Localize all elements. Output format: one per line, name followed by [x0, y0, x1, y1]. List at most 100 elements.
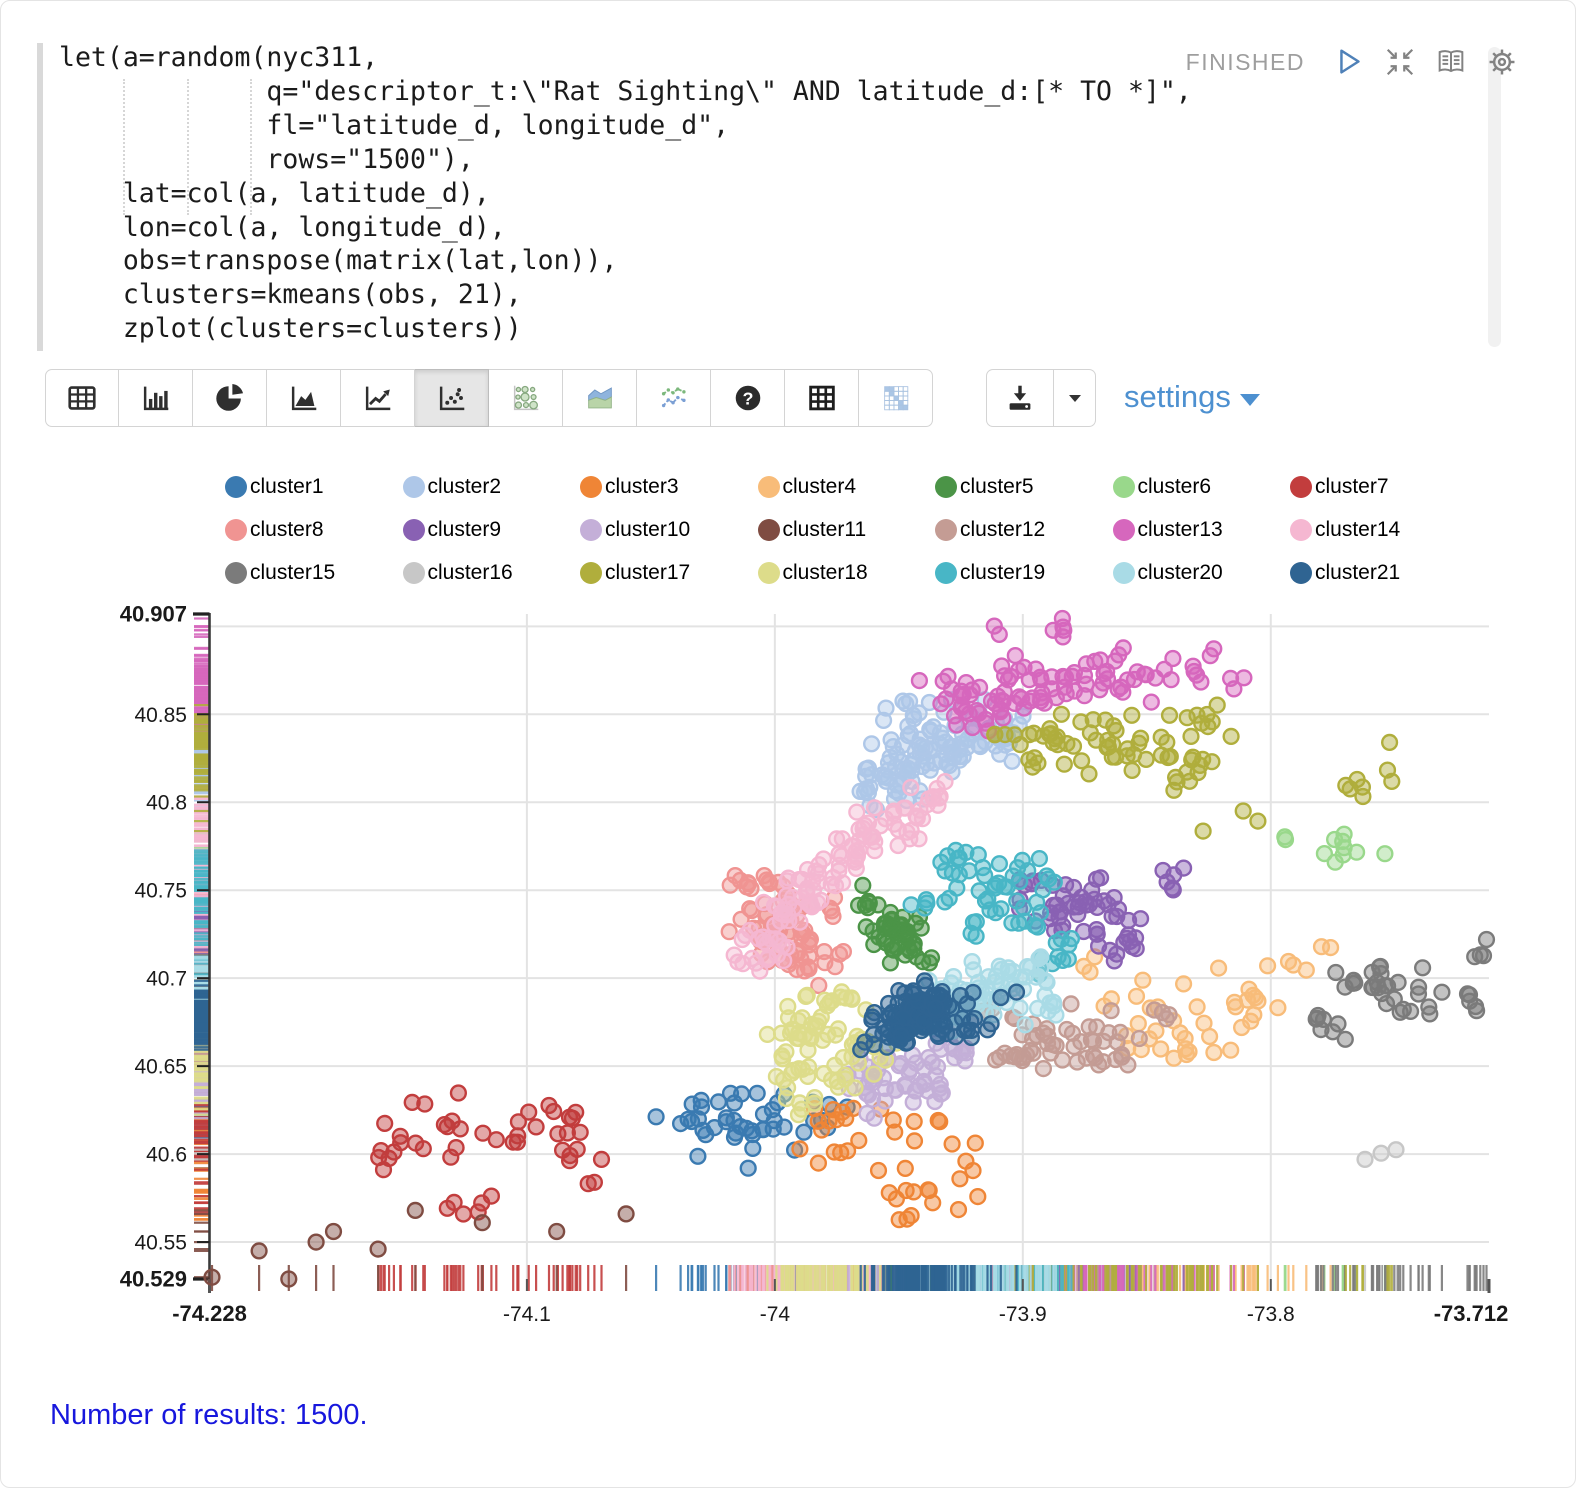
- y-tick-label: 40.6: [146, 1144, 187, 1167]
- legend-swatch: [1112, 561, 1135, 584]
- legend-label: cluster3: [605, 474, 679, 498]
- code-line: zplot(clusters=clusters)): [59, 313, 522, 345]
- legend-label: cluster13: [1137, 517, 1223, 541]
- download-group: [986, 369, 1096, 427]
- legend-label: cluster18: [782, 560, 868, 584]
- code-editor[interactable]: let(a=random(nyc311, q="descriptor_t:\"R…: [1, 1, 1576, 361]
- series-cluster5: [849, 876, 941, 972]
- y-tick-label: 40.529: [120, 1267, 187, 1292]
- y-tick-label: 40.55: [134, 1232, 187, 1255]
- chart-type-toolbar: ?: [45, 369, 933, 427]
- chart-type-scatter-button[interactable]: [415, 369, 489, 427]
- show-editor-button[interactable]: [1434, 45, 1468, 79]
- code-line: q="descriptor_t:\"Rat Sighting\" AND lat…: [59, 75, 1192, 107]
- area-chart-icon: [291, 386, 316, 411]
- legend-swatch: [402, 518, 425, 541]
- legend-item-cluster1: cluster1: [225, 475, 403, 499]
- legend-item-cluster6: cluster6: [1112, 474, 1291, 499]
- run-paragraph-button[interactable]: [1332, 45, 1366, 79]
- caret-down-icon: [1068, 395, 1081, 402]
- y-tick-label: 40.85: [134, 704, 187, 727]
- chart-type-area-button[interactable]: [267, 369, 341, 427]
- chart-type-pie-button[interactable]: [193, 369, 267, 427]
- series-cluster9: [1010, 859, 1193, 970]
- chart-type-grid-button[interactable]: [785, 369, 859, 427]
- legend-item-cluster20: cluster20: [1112, 561, 1291, 585]
- legend-item-cluster21: cluster21: [1290, 561, 1468, 585]
- series-cluster17: [986, 696, 1401, 840]
- legend-item-cluster4: cluster4: [757, 474, 936, 499]
- legend-label: cluster4: [782, 474, 857, 498]
- code-line: lat=col(a, latitude_d),: [59, 177, 490, 209]
- download-options-button[interactable]: [1054, 369, 1096, 427]
- legend-label: cluster7: [1315, 474, 1389, 498]
- series-cluster1: [647, 1084, 856, 1177]
- legend-item-cluster15: cluster15: [225, 561, 403, 585]
- legend-label: cluster10: [605, 517, 691, 541]
- scatter-plot-canvas: 40.907 40.85 40.8 40.75 40.7 40.65 40.6 40.55 40…: [120, 602, 1509, 1327]
- paragraph-settings-button[interactable]: [1485, 45, 1519, 79]
- chart-type-table-button[interactable]: [45, 369, 119, 427]
- heatmap-chart-icon: [883, 386, 908, 411]
- legend-item-cluster13: cluster13: [1112, 517, 1291, 542]
- series-cluster13: [910, 609, 1253, 740]
- chart-type-multi-line-button[interactable]: [637, 369, 711, 427]
- legend-label: cluster21: [1315, 560, 1401, 584]
- y-tick-label: 40.7: [146, 968, 187, 991]
- series-cluster12: [973, 995, 1178, 1078]
- settings-link[interactable]: settings: [1124, 379, 1260, 415]
- download-button[interactable]: [986, 369, 1054, 427]
- book-icon: [1438, 50, 1464, 73]
- legend-item-cluster5: cluster5: [935, 475, 1113, 499]
- series-cluster3: [791, 1099, 987, 1229]
- help-chart-icon: ?: [735, 385, 760, 411]
- legend-swatch: [935, 561, 957, 584]
- legend-label: cluster6: [1137, 474, 1212, 498]
- x-tick-label: -74.228: [172, 1301, 247, 1326]
- line-chart-icon: [365, 386, 390, 411]
- legend-item-cluster18: cluster18: [757, 560, 936, 585]
- code-line: clusters=kmeans(obs, 21),: [59, 279, 522, 311]
- table-chart-icon: [68, 386, 96, 410]
- legend-label: cluster5: [960, 474, 1034, 498]
- chart-type-help-button[interactable]: ?: [711, 369, 785, 427]
- legend-swatch: [402, 561, 425, 584]
- chart-type-bar-button[interactable]: [119, 369, 193, 427]
- legend-label: cluster15: [250, 560, 336, 584]
- chart-type-bubble-button[interactable]: [489, 369, 563, 427]
- series-cluster4: [1075, 938, 1340, 1067]
- bubble-chart-icon: [513, 385, 538, 411]
- stacked-area-chart-icon: [587, 387, 612, 409]
- code-line: lon=col(a, longitude_d),: [59, 211, 506, 243]
- pie-chart-icon: [215, 384, 243, 411]
- legend-item-cluster19: cluster19: [935, 561, 1113, 585]
- legend-swatch: [225, 518, 247, 541]
- gear-icon: [1489, 49, 1515, 75]
- series-cluster7: [370, 1084, 611, 1223]
- chart-legend: cluster1 cluster2 cluster3 cluster4 cluster5…: [225, 465, 1468, 594]
- series-cluster14: [725, 773, 954, 980]
- chart-type-line-button[interactable]: [341, 369, 415, 427]
- legend-swatch: [757, 561, 780, 584]
- shrink-paragraph-button[interactable]: [1383, 45, 1417, 79]
- chart-type-heatmap-button[interactable]: [859, 369, 933, 427]
- legend-swatch: [402, 475, 425, 498]
- legend-item-cluster14: cluster14: [1290, 518, 1468, 542]
- chart-type-stacked-area-button[interactable]: [563, 369, 637, 427]
- multi-line-chart-icon: [661, 387, 686, 408]
- legend-item-cluster11: cluster11: [757, 517, 936, 542]
- y-tick-label: 40.8: [146, 792, 187, 815]
- legend-swatch: [757, 475, 780, 498]
- code-line: fl="latitude_d, longitude_d",: [59, 109, 730, 141]
- editor-scrollbar[interactable]: [1488, 47, 1501, 347]
- series-cluster11: [203, 1201, 635, 1288]
- grid-chart-icon: [808, 385, 835, 411]
- legend-label: cluster11: [782, 517, 867, 541]
- indent-guide: [123, 79, 125, 215]
- legend-swatch: [1112, 475, 1135, 498]
- play-icon: [1340, 49, 1360, 74]
- legend-label: cluster12: [960, 517, 1046, 541]
- legend-item-cluster16: cluster16: [402, 561, 581, 585]
